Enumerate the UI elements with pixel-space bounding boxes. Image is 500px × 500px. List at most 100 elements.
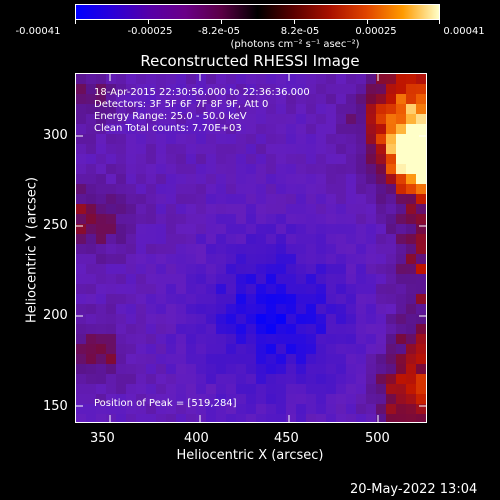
heatmap-cell: [106, 204, 116, 214]
heatmap-cell: [256, 104, 266, 114]
heatmap-cell: [276, 104, 286, 114]
heatmap-cell: [116, 264, 126, 274]
heatmap-cell: [326, 234, 336, 244]
heatmap-cell: [106, 74, 116, 84]
heatmap-cell: [96, 124, 106, 134]
colorbar-label: 8.2e-05: [280, 26, 320, 37]
heatmap-cell: [236, 74, 246, 84]
heatmap-cell: [286, 294, 296, 304]
heatmap-cell: [356, 114, 366, 124]
heatmap-cell: [136, 254, 146, 264]
heatmap-cell: [266, 144, 276, 154]
heatmap-cell: [126, 334, 136, 344]
heatmap-cell: [346, 234, 356, 244]
heatmap-cell: [346, 194, 356, 204]
image-plot-area[interactable]: [75, 73, 427, 423]
heatmap-cell: [416, 184, 426, 194]
heatmap-cell: [126, 284, 136, 294]
heatmap-cell: [126, 244, 136, 254]
heatmap-cell: [86, 84, 96, 94]
heatmap-cell: [186, 244, 196, 254]
heatmap-cell: [366, 114, 376, 124]
heatmap-cell: [296, 324, 306, 334]
colorbar-label: 0.00025: [355, 26, 397, 37]
heatmap-cell: [86, 404, 96, 414]
heatmap-cell: [336, 214, 346, 224]
heatmap-cell: [256, 384, 266, 394]
y-tick-label: 250: [43, 218, 68, 233]
heatmap-cell: [276, 324, 286, 334]
heatmap-cell: [236, 204, 246, 214]
heatmap-cell: [256, 274, 266, 284]
heatmap-cell: [86, 384, 96, 394]
heatmap-cell: [96, 364, 106, 374]
heatmap-cell: [126, 74, 136, 84]
heatmap-cell: [266, 254, 276, 264]
heatmap-cell: [286, 254, 296, 264]
heatmap-cell: [176, 384, 186, 394]
heatmap-cell: [256, 184, 266, 194]
heatmap-cell: [136, 394, 146, 404]
heatmap-cell: [346, 314, 356, 324]
heatmap-cell: [246, 264, 256, 274]
heatmap-cell: [146, 124, 156, 134]
heatmap-cell: [226, 274, 236, 284]
heatmap-cell: [146, 224, 156, 234]
heatmap-cell: [336, 114, 346, 124]
heatmap-cell: [336, 334, 346, 344]
heatmap-cell: [356, 244, 366, 254]
heatmap-cell: [206, 284, 216, 294]
heatmap-cell: [196, 324, 206, 334]
heatmap-cell: [186, 324, 196, 334]
heatmap-cell: [266, 364, 276, 374]
heatmap-cell: [76, 94, 86, 104]
heatmap-cell: [216, 144, 226, 154]
colorbar-unit: (photons cm⁻² s⁻¹ asec⁻²): [230, 39, 360, 50]
heatmap-cell: [366, 124, 376, 134]
heatmap-cell: [156, 404, 166, 414]
heatmap-cell: [246, 164, 256, 174]
heatmap-cell: [166, 84, 176, 94]
heatmap-cell: [266, 244, 276, 254]
heatmap-cell: [406, 194, 416, 204]
heatmap-cell: [116, 394, 126, 404]
heatmap-cell: [396, 274, 406, 284]
heatmap-cell: [176, 244, 186, 254]
heatmap-cell: [406, 124, 416, 134]
heatmap-cell: [366, 184, 376, 194]
heatmap-cell: [266, 404, 276, 414]
heatmap-cell: [256, 324, 266, 334]
heatmap-cell: [356, 274, 366, 284]
heatmap-cell: [76, 234, 86, 244]
heatmap-cell: [316, 324, 326, 334]
heatmap-cell: [256, 224, 266, 234]
heatmap-cell: [296, 374, 306, 384]
heatmap-cell: [226, 384, 236, 394]
heatmap-cell: [246, 94, 256, 104]
heatmap-cell: [76, 214, 86, 224]
heatmap-cell: [136, 234, 146, 244]
heatmap-cell: [286, 94, 296, 104]
heatmap-cell: [186, 144, 196, 154]
heatmap-cell: [316, 264, 326, 274]
heatmap-cell: [146, 84, 156, 94]
heatmap-cell: [186, 364, 196, 374]
heatmap-cell: [316, 174, 326, 184]
heatmap-cell: [136, 84, 146, 94]
heatmap-cell: [196, 414, 206, 422]
heatmap-cell: [136, 324, 146, 334]
heatmap-cell: [166, 144, 176, 154]
heatmap-cell: [206, 344, 216, 354]
heatmap-cell: [226, 194, 236, 204]
heatmap-cell: [356, 144, 366, 154]
heatmap-cell: [246, 204, 256, 214]
heatmap-cell: [316, 114, 326, 124]
heatmap-cell: [336, 74, 346, 84]
heatmap-cell: [326, 314, 336, 324]
heatmap-cell: [116, 124, 126, 134]
heatmap-cell: [286, 104, 296, 114]
heatmap-cell: [416, 364, 426, 374]
colorbar-tick: [221, 20, 222, 24]
heatmap-cell: [266, 104, 276, 114]
heatmap-cell: [306, 174, 316, 184]
